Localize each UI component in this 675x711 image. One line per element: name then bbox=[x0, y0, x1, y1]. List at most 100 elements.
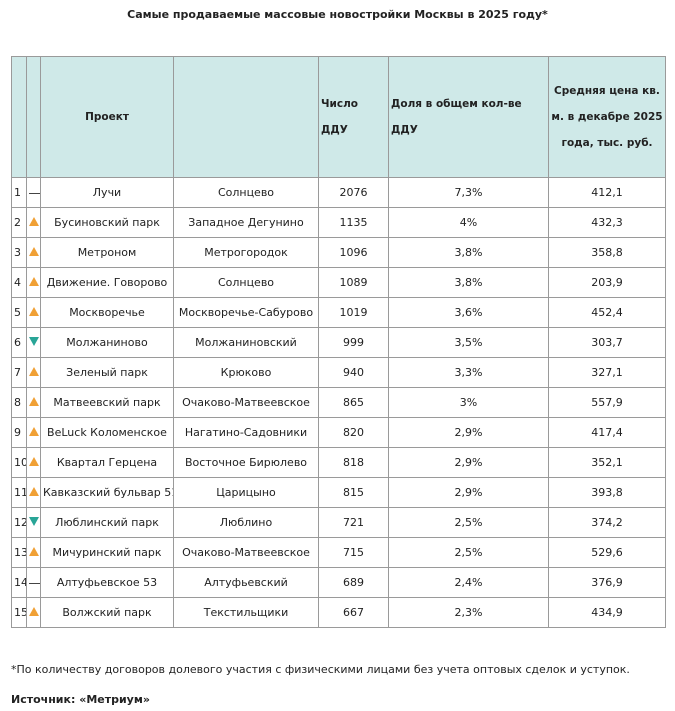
table-row: 1 Лучи Солнцево 2076 7,3% 412,1 bbox=[11, 177, 666, 208]
project: Квартал Герцена bbox=[40, 447, 174, 478]
trend-icon bbox=[26, 447, 41, 478]
trend-icon bbox=[26, 417, 41, 448]
price: 529,6 bbox=[548, 537, 666, 568]
table-row: 7 Зеленый парк Крюково 940 3,3% 327,1 bbox=[11, 357, 666, 388]
price: 432,3 bbox=[548, 207, 666, 238]
rank: 1 bbox=[11, 177, 27, 208]
contract-count: 818 bbox=[318, 447, 389, 478]
project: Молжаниново bbox=[40, 327, 174, 358]
table-row: 9 BeLuck Коломенское Нагатино-Садовники 820… bbox=[11, 417, 666, 448]
table-row: 5 Москворечье Москворечье-Сабурово 1019 3,6%… bbox=[11, 297, 666, 328]
share: 7,3% bbox=[388, 177, 549, 208]
contract-count: 2076 bbox=[318, 177, 389, 208]
district: Восточное Бирюлево bbox=[173, 447, 319, 478]
district: Нагатино-Садовники bbox=[173, 417, 319, 448]
contract-count: 815 bbox=[318, 477, 389, 508]
share: 2,5% bbox=[388, 507, 549, 538]
contract-count: 721 bbox=[318, 507, 389, 538]
district: Алтуфьевский bbox=[173, 567, 319, 598]
trend-icon bbox=[29, 397, 39, 406]
contract-count: 667 bbox=[318, 597, 389, 628]
district: Западное Дегунино bbox=[173, 207, 319, 238]
rank: 14 bbox=[11, 567, 27, 598]
table-row: 13 Мичуринский паркОчаково-Матвеевское715… bbox=[11, 537, 666, 568]
trend-icon bbox=[26, 207, 41, 238]
trend-icon bbox=[29, 582, 40, 584]
header-share: Доля в общем кол-ве ДДУ bbox=[388, 56, 549, 178]
rank: 8 bbox=[11, 387, 27, 418]
trend-icon bbox=[26, 597, 41, 628]
price: 327,1 bbox=[548, 357, 666, 388]
rank: 9 bbox=[11, 417, 27, 448]
trend-icon bbox=[26, 177, 41, 208]
header-rank bbox=[11, 56, 27, 178]
trend-icon bbox=[29, 487, 39, 496]
contract-count: 940 bbox=[318, 357, 389, 388]
price: 374,2 bbox=[548, 507, 666, 538]
district: Москворечье-Сабурово bbox=[173, 297, 319, 328]
share: 3% bbox=[388, 387, 549, 418]
trend-icon bbox=[26, 507, 41, 538]
project: Люблинский парк bbox=[40, 507, 174, 538]
price: 352,1 bbox=[548, 447, 666, 478]
contract-count: 715 bbox=[318, 537, 389, 568]
table: Проект Число ДДУ Доля в общем кол-ве ДДУ Ср… bbox=[11, 56, 666, 628]
share: 2,9% bbox=[388, 477, 549, 508]
rank: 2 bbox=[11, 207, 27, 238]
rank: 13 bbox=[11, 537, 27, 568]
share: 3,3% bbox=[388, 357, 549, 388]
trend-icon bbox=[29, 277, 39, 286]
share: 3,5% bbox=[388, 327, 549, 358]
district: Молжаниновский bbox=[173, 327, 319, 358]
district: Очаково-Матвеевское bbox=[173, 387, 319, 418]
rank: 6 bbox=[11, 327, 27, 358]
share: 3,6% bbox=[388, 297, 549, 328]
table-row: 11 Кавказский бульвар 51Царицыно8152,9%39… bbox=[11, 477, 666, 508]
share: 2,5% bbox=[388, 537, 549, 568]
price: 557,9 bbox=[548, 387, 666, 418]
trend-icon bbox=[26, 267, 41, 298]
table-row: 3 Метроном Метрогородок 1096 3,8% 358,8 bbox=[11, 237, 666, 268]
trend-icon bbox=[29, 247, 39, 256]
price: 303,7 bbox=[548, 327, 666, 358]
share: 4% bbox=[388, 207, 549, 238]
project: Волжский парк bbox=[40, 597, 174, 628]
table-row: 2 Бусиновский парк Западное Дегунино 1135 4%… bbox=[11, 207, 666, 238]
trend-icon bbox=[29, 337, 39, 346]
rank: 15 bbox=[11, 597, 27, 628]
rank: 4 bbox=[11, 267, 27, 298]
rank: 10 bbox=[11, 447, 27, 478]
header-project: Проект bbox=[40, 56, 174, 178]
project: Кавказский бульвар 51 bbox=[40, 477, 174, 508]
trend-icon bbox=[29, 517, 39, 526]
source: Источник: «Метриум» bbox=[11, 693, 150, 706]
project: Мичуринский парк bbox=[40, 537, 174, 568]
rank: 12 bbox=[11, 507, 27, 538]
table-row: 6 Молжаниново Молжаниновский 999 3,5% 303,7 bbox=[11, 327, 666, 358]
district: Солнцево bbox=[173, 177, 319, 208]
project: Алтуфьевское 53 bbox=[40, 567, 174, 598]
price: 203,9 bbox=[548, 267, 666, 298]
contract-count: 689 bbox=[318, 567, 389, 598]
district: Очаково-Матвеевское bbox=[173, 537, 319, 568]
share: 2,4% bbox=[388, 567, 549, 598]
price: 412,1 bbox=[548, 177, 666, 208]
price: 358,8 bbox=[548, 237, 666, 268]
contract-count: 820 bbox=[318, 417, 389, 448]
trend-icon bbox=[29, 427, 39, 436]
table-row: 8 Матвеевский парк Очаково-Матвеевское 865 3… bbox=[11, 387, 666, 418]
header-price: Средняя цена кв. м. в декабре 2025 года,… bbox=[548, 56, 666, 178]
trend-icon bbox=[26, 237, 41, 268]
contract-count: 1089 bbox=[318, 267, 389, 298]
share: 2,9% bbox=[388, 447, 549, 478]
project: Зеленый парк bbox=[40, 357, 174, 388]
header-row: Проект Число ДДУ Доля в общем кол-ве ДДУ Ср… bbox=[11, 56, 666, 178]
rank: 3 bbox=[11, 237, 27, 268]
price: 393,8 bbox=[548, 477, 666, 508]
trend-icon bbox=[29, 192, 40, 194]
share: 2,3% bbox=[388, 597, 549, 628]
rank: 5 bbox=[11, 297, 27, 328]
